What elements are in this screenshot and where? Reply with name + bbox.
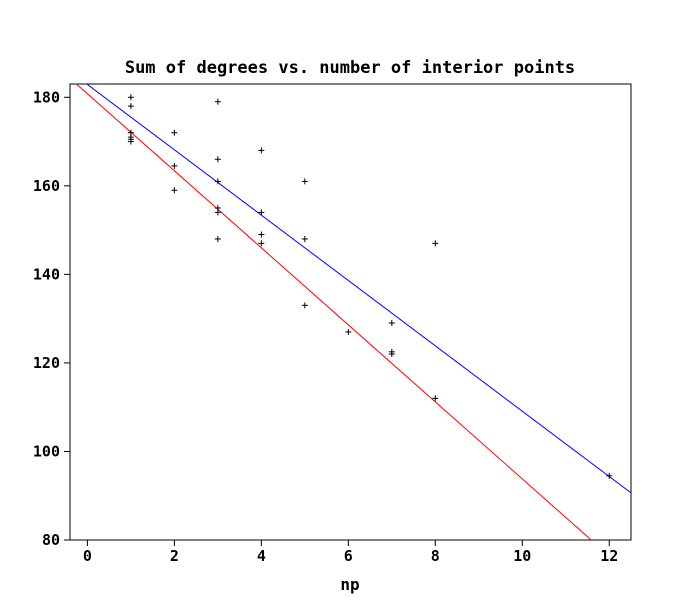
data-point (388, 351, 395, 358)
data-point (606, 472, 613, 479)
data-point (171, 187, 178, 194)
y-tick-label: 120 (33, 354, 60, 372)
x-axis: 0 2 4 6 8 10 12 (83, 540, 618, 565)
data-point (214, 235, 221, 242)
data-point (258, 147, 265, 154)
x-tick-label: 12 (600, 547, 618, 565)
data-point (301, 302, 308, 309)
data-point (345, 328, 352, 335)
data-point (432, 240, 439, 247)
data-point (127, 138, 134, 145)
x-axis-label: np (340, 575, 359, 594)
y-tick-label: 180 (33, 88, 60, 106)
x-tick-label: 6 (344, 547, 353, 565)
data-point (258, 231, 265, 238)
y-axis: 80 100 120 140 160 180 (33, 88, 70, 549)
data-point (214, 209, 221, 216)
fit-lines (75, 84, 631, 540)
data-point (432, 395, 439, 402)
y-tick-label: 100 (33, 442, 60, 460)
x-tick-label: 8 (431, 547, 440, 565)
data-point (388, 320, 395, 327)
fit-line (75, 84, 593, 540)
data-point (214, 98, 221, 105)
data-point (301, 178, 308, 185)
plot-area (69, 83, 632, 541)
x-tick-label: 2 (170, 547, 179, 565)
data-point (127, 94, 134, 101)
data-point (127, 103, 134, 110)
x-tick-label: 0 (83, 547, 92, 565)
chart-title: Sum of degrees vs. number of interior po… (125, 58, 575, 78)
data-point (258, 209, 265, 216)
data-point (214, 156, 221, 163)
y-tick-label: 80 (42, 531, 60, 549)
x-tick-label: 10 (513, 547, 531, 565)
data-point (214, 178, 221, 185)
x-tick-label: 4 (257, 547, 266, 565)
data-point (301, 235, 308, 242)
fit-line (85, 84, 631, 494)
data-point (171, 162, 178, 169)
plot-content (75, 84, 631, 540)
data-points (127, 94, 613, 479)
data-point (258, 240, 265, 247)
y-tick-label: 160 (33, 177, 60, 195)
y-tick-label: 140 (33, 265, 60, 283)
data-point (171, 129, 178, 136)
